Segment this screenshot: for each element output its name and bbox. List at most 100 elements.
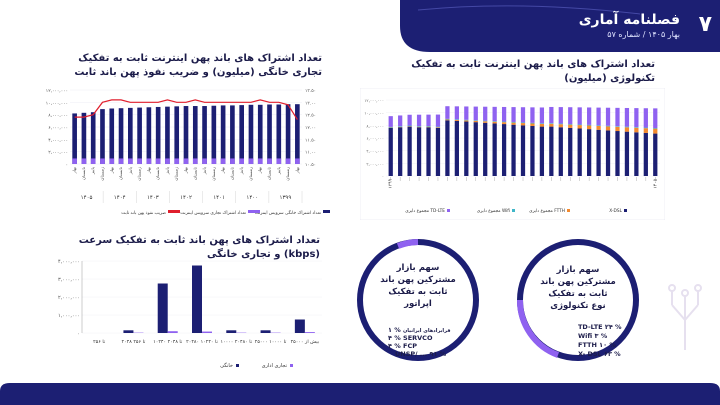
- business-bar: [174, 158, 180, 164]
- stack-segment: [435, 127, 441, 128]
- stack-segment: [615, 107, 620, 127]
- stack-segment: [558, 123, 563, 125]
- stack-segment: [398, 115, 403, 127]
- year-label: ۱۴۰۱: [213, 195, 225, 201]
- stack-segment: [653, 108, 658, 128]
- business-bar: [146, 158, 152, 164]
- stack-segment: [445, 106, 450, 119]
- x-tick-label: پاییز: [90, 166, 95, 175]
- stack-segment: [539, 126, 545, 176]
- x-tick-label: بهار: [146, 167, 151, 174]
- stack-segment: [643, 128, 648, 133]
- tech-label-row: FTTH ۱۰ %: [578, 341, 616, 349]
- home-bar: [211, 105, 217, 164]
- stack-segment: [407, 126, 412, 176]
- legend-swatch: [323, 210, 330, 213]
- chart3-title: تعداد اشتراک های پهن باند ثابت به تفکیک …: [78, 235, 320, 260]
- stack-segment: [577, 107, 582, 125]
- x-tick-label: بهار: [220, 167, 225, 174]
- business-bar: [202, 158, 207, 164]
- stack-segment: [549, 123, 554, 127]
- x-tick-label: زمستان: [248, 167, 253, 181]
- legend-swatch: [447, 209, 450, 212]
- stack-segment: [445, 118, 450, 120]
- home-bar: [165, 106, 170, 164]
- home-bar: [239, 105, 244, 164]
- stack-segment: [454, 119, 459, 120]
- y-left-tick-label: ۰: [66, 163, 68, 168]
- footer-bar: [0, 383, 720, 405]
- legend-label: تجاری اداری: [262, 363, 288, 369]
- y-left-tick-label: ۴,۰۰۰,۰۰۰: [48, 138, 68, 143]
- stack-segment: [407, 114, 412, 126]
- stack-segment: [596, 129, 601, 176]
- y-left-tick-label: ۱۰,۰۰۰,۰۰۰: [46, 101, 68, 106]
- stack-segment: [558, 107, 563, 124]
- tech-label-row: TD-LTE ۲۴ %: [578, 323, 622, 331]
- tech-label-row: X- DSL ۶۳ %: [578, 350, 621, 358]
- stack-segment: [549, 126, 554, 176]
- stack-segment: [530, 107, 535, 123]
- x-tick-label: ۱۳۹۹: [388, 178, 394, 188]
- stack-segment: [634, 127, 639, 128]
- stack-segment: [615, 131, 620, 176]
- chart1-title: تعداد اشتراک های باند پهن اینترنت ثابت ب…: [74, 53, 322, 78]
- stack-segment: [634, 127, 639, 133]
- x-tick-label: پاییز: [127, 166, 132, 175]
- stack-segment: [605, 130, 611, 176]
- stack-segment: [492, 106, 497, 122]
- home-bar: [146, 107, 152, 164]
- stack-segment: [605, 126, 611, 131]
- stack-segment: [634, 108, 639, 128]
- stack-segment: [596, 125, 601, 130]
- stack-segment: [426, 127, 431, 176]
- stack-segment: [464, 106, 469, 120]
- stack-segment: [520, 125, 526, 176]
- y-tick-label: ۲,۰۰۰,۰۰۰: [58, 295, 80, 301]
- stack-segment: [416, 114, 422, 127]
- stack-segment: [568, 124, 573, 128]
- stack-segment: [501, 106, 507, 122]
- y-right-tick-label: ۱۱.۵۰: [305, 138, 316, 143]
- y-right-tick-label: ۱۲.۵۰: [305, 114, 316, 119]
- stack-segment: [530, 123, 535, 126]
- home-bar: [183, 106, 189, 164]
- business-bar: [155, 158, 161, 164]
- home-bar: [267, 104, 272, 164]
- x-tick-label: بیش از ۲۵۰۰۰: [291, 339, 320, 345]
- stack-segment: [558, 124, 563, 128]
- stack-segment: [539, 123, 545, 127]
- magazine-title: فصلنامه آماری: [578, 12, 680, 28]
- stack-segment: [605, 107, 611, 126]
- stack-segment: [435, 126, 441, 128]
- year-label: ۱۴۰۰: [246, 195, 258, 201]
- business-bar: [165, 158, 170, 164]
- business-bar: [257, 158, 263, 164]
- business-bar: [295, 158, 300, 164]
- y-left-tick-label: ۲,۰۰۰,۰۰۰: [48, 151, 68, 156]
- home-bar: [192, 106, 198, 164]
- business-bar: [202, 331, 212, 333]
- home-bar: [192, 265, 202, 333]
- operator-label-row: ۴ % FCP: [388, 342, 417, 350]
- stack-segment: [615, 126, 620, 127]
- x-tick-label: ۲۵۰۰۰ تا ۱۰۰۰۰: [255, 339, 287, 345]
- business-bar: [167, 331, 178, 333]
- year-label: ۱۴۰۴: [114, 195, 126, 201]
- year-label: ۱۴۰۵: [81, 195, 93, 201]
- stack-segment: [483, 122, 488, 176]
- donut-tech-tdlte: [516, 299, 560, 358]
- y-right-tick-label: ۱۱.۰۰: [305, 151, 316, 156]
- x-tick-label: پاییز: [202, 166, 207, 175]
- home-bar: [90, 112, 96, 164]
- business-bar: [239, 158, 244, 164]
- year-label: ۱۳۹۹: [280, 195, 292, 201]
- stack-segment: [653, 127, 658, 129]
- stack-segment: [520, 122, 526, 124]
- business-bar: [100, 158, 105, 164]
- legend-label: ضریب نفوذ پهن باند ثابت: [121, 211, 166, 216]
- x-tick-label: ۲۰۴۸۰ تا ۱۰۲۴۰: [186, 339, 218, 345]
- x-tick-label: تابستان: [267, 166, 272, 180]
- stack-segment: [454, 120, 459, 176]
- stack-segment: [454, 106, 459, 120]
